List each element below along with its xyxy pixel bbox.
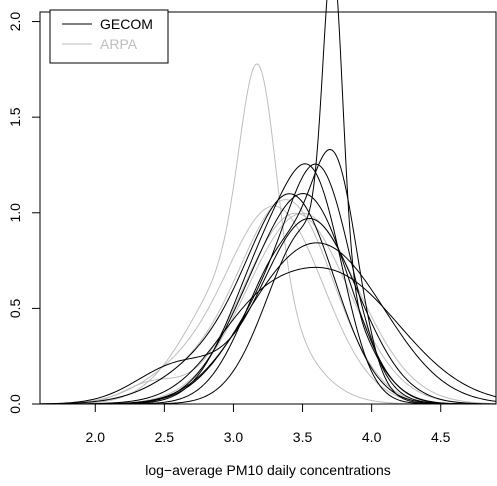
density-line-gecom (40, 266, 497, 405)
legend: GECOM ARPA (49, 9, 169, 64)
density-line-arpa (40, 63, 496, 405)
y-tick-label: 0.0 (7, 394, 23, 414)
y-tick-label: 0.5 (7, 298, 23, 318)
plot-frame (39, 11, 497, 405)
density-line-gecom (39, 217, 497, 405)
x-axis: 2.0 2.5 3.0 3.5 4.0 4.5 (86, 403, 451, 445)
density-line-gecom (40, 148, 496, 405)
x-tick-label: 4.0 (362, 429, 382, 445)
y-axis: 0.0 0.5 1.0 1.5 2.0 (7, 12, 40, 414)
density-line-arpa (39, 199, 496, 405)
density-line-arpa (40, 212, 497, 405)
density-line-arpa (40, 212, 497, 405)
y-tick-label: 2.0 (7, 12, 23, 32)
x-tick-label: 4.5 (431, 429, 451, 445)
x-tick-label: 3.5 (293, 429, 313, 445)
density-line-gecom (39, 193, 496, 405)
x-tick-label: 3.0 (224, 429, 244, 445)
density-line-gecom (40, 242, 497, 405)
legend-label-gecom: GECOM (100, 16, 153, 32)
x-tick-label: 2.5 (155, 429, 175, 445)
x-tick-label: 2.0 (86, 429, 106, 445)
y-tick-label: 1.0 (7, 203, 23, 223)
density-line-gecom (40, 193, 496, 405)
x-axis-title: log−average PM10 daily concentrations (145, 462, 391, 478)
legend-label-arpa: ARPA (100, 36, 138, 52)
legend-box (49, 9, 169, 64)
y-tick-label: 1.5 (7, 107, 23, 127)
